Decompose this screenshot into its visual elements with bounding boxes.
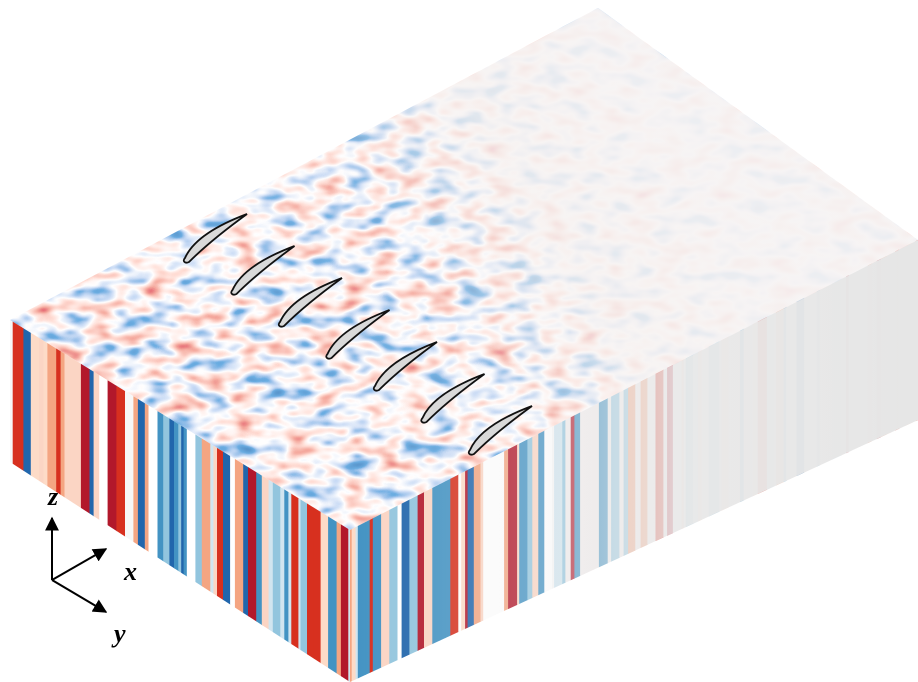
stripe — [298, 320, 301, 682]
stripe — [291, 320, 299, 682]
stripe — [39, 320, 44, 682]
blade — [277, 277, 343, 328]
stripe — [133, 320, 139, 682]
stripe — [107, 320, 117, 682]
stripe — [89, 320, 95, 682]
stripe — [72, 320, 82, 682]
stripe — [116, 320, 126, 682]
stripe — [213, 320, 218, 682]
stripe — [181, 320, 185, 682]
blade — [372, 341, 438, 392]
blade — [230, 245, 296, 296]
stripe — [261, 320, 270, 682]
stripe — [144, 320, 149, 682]
stripe — [12, 320, 22, 682]
stripe — [230, 320, 236, 682]
stripe — [99, 320, 109, 682]
stripe — [243, 320, 249, 682]
stripe — [174, 320, 179, 682]
x-label: x — [123, 557, 137, 586]
stripe — [217, 320, 224, 682]
stripe — [210, 320, 214, 682]
stripe — [248, 320, 257, 682]
stripe — [223, 320, 231, 682]
stripe — [183, 320, 188, 682]
stripe — [195, 320, 203, 682]
y-arrow — [51, 579, 108, 613]
stripe — [272, 320, 281, 682]
stripe — [30, 320, 40, 682]
blade — [467, 405, 533, 456]
stripe — [186, 320, 196, 682]
stripe — [23, 320, 32, 682]
z-label: z — [47, 482, 59, 511]
stripe — [125, 320, 134, 682]
stripe — [201, 320, 205, 682]
stripe — [93, 320, 100, 682]
stripe — [169, 320, 175, 682]
stripe — [256, 320, 263, 682]
y-label: y — [111, 619, 126, 648]
blade-row — [182, 213, 533, 456]
stripe — [284, 320, 289, 682]
blade — [182, 213, 248, 264]
right-face-fade — [350, 240, 918, 682]
axis-triad: z x y — [45, 482, 137, 648]
stripe — [234, 320, 244, 682]
x-arrow — [51, 548, 108, 581]
stripe — [178, 320, 182, 682]
stripe — [137, 320, 146, 682]
stripe — [280, 320, 285, 682]
stripe — [148, 320, 158, 682]
stripe — [204, 320, 211, 682]
stripe — [288, 320, 292, 682]
stripe — [163, 320, 170, 682]
wake-fade — [10, 8, 918, 530]
blade — [420, 373, 486, 424]
blade — [325, 309, 391, 360]
stripe — [268, 320, 274, 682]
stripe — [157, 320, 164, 682]
stripe — [80, 320, 90, 682]
